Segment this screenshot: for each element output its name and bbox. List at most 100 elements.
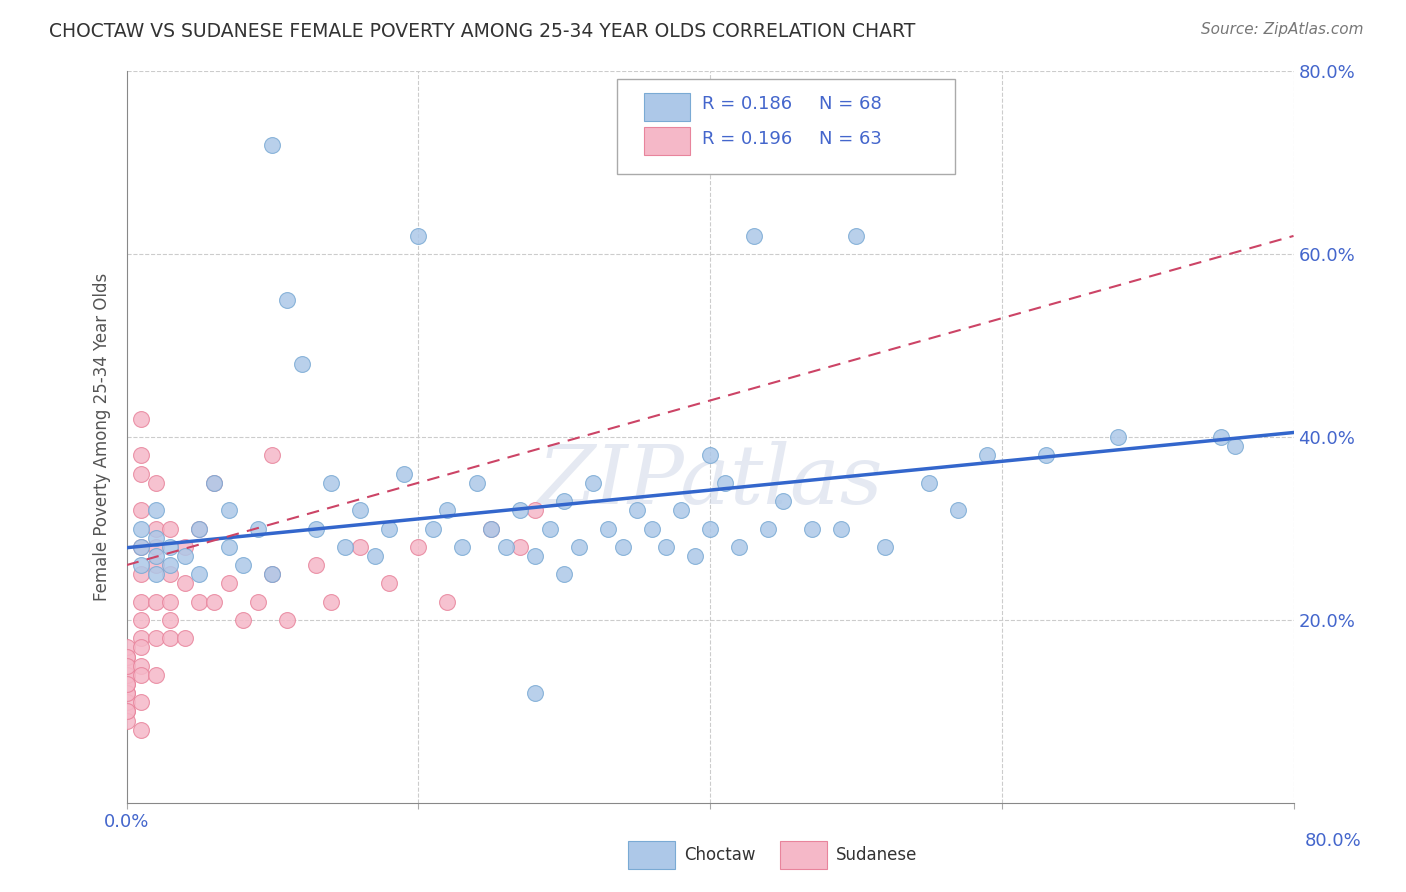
Point — [159, 594, 181, 608]
Point — [115, 705, 138, 719]
Text: Source: ZipAtlas.com: Source: ZipAtlas.com — [1201, 22, 1364, 37]
Point — [129, 540, 152, 554]
Point — [115, 667, 138, 681]
Point — [115, 667, 138, 681]
Text: Sudanese: Sudanese — [837, 846, 918, 863]
Point — [378, 521, 401, 535]
Point — [246, 521, 269, 535]
Point — [772, 494, 794, 508]
Point — [115, 705, 138, 719]
Point — [553, 494, 575, 508]
Point — [436, 594, 458, 608]
Point — [218, 503, 240, 517]
Point — [129, 521, 152, 535]
Point — [422, 521, 444, 535]
Point — [479, 521, 502, 535]
Point — [115, 686, 138, 700]
Point — [145, 558, 167, 573]
Point — [145, 567, 167, 582]
Point — [436, 503, 458, 517]
Point — [582, 475, 605, 490]
Point — [145, 667, 167, 681]
Point — [1108, 430, 1130, 444]
Point — [174, 540, 197, 554]
Point — [145, 594, 167, 608]
Point — [115, 658, 138, 673]
Point — [946, 503, 969, 517]
Point — [202, 475, 225, 490]
Point — [218, 576, 240, 591]
Point — [129, 540, 152, 554]
Point — [742, 229, 765, 244]
Point — [553, 567, 575, 582]
Point — [202, 594, 225, 608]
Point — [756, 521, 779, 535]
Point — [319, 594, 342, 608]
FancyBboxPatch shape — [644, 127, 690, 154]
Point — [612, 540, 634, 554]
Point — [115, 649, 138, 664]
Point — [188, 521, 211, 535]
Point — [145, 549, 167, 563]
Point — [655, 540, 678, 554]
Point — [129, 412, 152, 426]
Text: R = 0.196: R = 0.196 — [702, 130, 792, 148]
Point — [159, 540, 181, 554]
Y-axis label: Female Poverty Among 25-34 Year Olds: Female Poverty Among 25-34 Year Olds — [93, 273, 111, 601]
Point — [524, 503, 547, 517]
Point — [524, 549, 547, 563]
Point — [129, 613, 152, 627]
Point — [129, 640, 152, 655]
Point — [495, 540, 517, 554]
Point — [451, 540, 474, 554]
Point — [596, 521, 619, 535]
Point — [115, 677, 138, 691]
Point — [1223, 439, 1246, 453]
Point — [392, 467, 415, 481]
Text: CHOCTAW VS SUDANESE FEMALE POVERTY AMONG 25-34 YEAR OLDS CORRELATION CHART: CHOCTAW VS SUDANESE FEMALE POVERTY AMONG… — [49, 22, 915, 41]
Point — [378, 576, 401, 591]
Point — [145, 503, 167, 517]
Point — [145, 475, 167, 490]
Point — [408, 540, 430, 554]
Point — [509, 540, 531, 554]
Point — [305, 521, 328, 535]
Point — [363, 549, 385, 563]
Point — [145, 540, 167, 554]
FancyBboxPatch shape — [628, 841, 675, 869]
Text: R = 0.186: R = 0.186 — [702, 95, 792, 113]
Point — [145, 632, 167, 646]
Text: 80.0%: 80.0% — [1305, 832, 1362, 850]
Point — [145, 521, 167, 535]
Point — [349, 503, 371, 517]
Point — [918, 475, 941, 490]
Point — [129, 567, 152, 582]
Point — [129, 594, 152, 608]
Point — [159, 558, 181, 573]
Point — [699, 521, 721, 535]
Point — [129, 695, 152, 709]
Point — [188, 594, 211, 608]
Point — [202, 475, 225, 490]
Point — [145, 531, 167, 545]
Point — [713, 475, 735, 490]
Point — [129, 503, 152, 517]
Point — [115, 686, 138, 700]
Point — [129, 632, 152, 646]
Text: N = 68: N = 68 — [818, 95, 882, 113]
Point — [1209, 430, 1232, 444]
Point — [159, 613, 181, 627]
Point — [626, 503, 648, 517]
Point — [129, 723, 152, 737]
Point — [685, 549, 707, 563]
Point — [262, 567, 284, 582]
Point — [218, 540, 240, 554]
Point — [115, 714, 138, 728]
Point — [465, 475, 488, 490]
Point — [129, 448, 152, 462]
Point — [174, 576, 197, 591]
Point — [479, 521, 502, 535]
Point — [129, 558, 152, 573]
Point — [728, 540, 751, 554]
FancyBboxPatch shape — [644, 94, 690, 121]
